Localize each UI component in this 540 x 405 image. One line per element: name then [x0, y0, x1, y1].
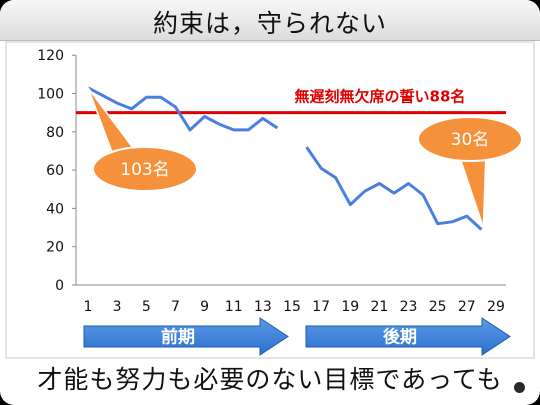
series-line	[87, 86, 279, 132]
x-tick-label: 13	[254, 299, 272, 315]
x-tick-label: 17	[312, 299, 330, 315]
y-tick-label: 80	[46, 125, 64, 141]
series-line	[305, 146, 483, 231]
slide-title: 約束は，守られない	[152, 9, 387, 38]
x-tick-label: 1	[84, 299, 93, 315]
x-tick-label: 21	[370, 299, 388, 315]
y-tick-label: 120	[37, 48, 64, 64]
phase-label: 後期	[383, 327, 417, 348]
x-tick-label: 19	[341, 299, 359, 315]
page-indicator	[514, 382, 525, 393]
x-tick-label: 9	[200, 299, 209, 315]
callout-label: 103名	[120, 160, 169, 180]
x-tick-label: 11	[225, 299, 243, 315]
callout-bubble	[92, 146, 198, 192]
x-tick-label: 7	[171, 299, 180, 315]
phase-arrow	[83, 317, 289, 356]
phase-label: 前期	[161, 327, 195, 348]
x-tick-label: 23	[400, 299, 418, 315]
y-tick-label: 60	[46, 163, 64, 179]
x-tick-label: 25	[429, 299, 447, 315]
y-tick-label: 20	[46, 240, 64, 256]
reference-line-label: 無遅刻無欠席の誓い88名	[295, 88, 466, 106]
y-tick-label: 40	[46, 201, 64, 217]
x-tick-label: 15	[283, 299, 301, 315]
callout-label: 30名	[451, 130, 490, 150]
x-tick-label: 5	[142, 299, 151, 315]
phase-arrow	[305, 317, 511, 356]
x-tick-label: 29	[487, 299, 505, 315]
footer-text: 才能も努力も必要のない目標であっても	[37, 365, 503, 394]
callout-bubble	[417, 116, 523, 162]
title-bar: 約束は，守られない	[0, 0, 540, 41]
y-tick-label: 100	[37, 87, 64, 103]
x-tick-label: 3	[113, 299, 122, 315]
y-tick-label: 0	[55, 278, 64, 294]
x-tick-label: 27	[458, 299, 476, 315]
